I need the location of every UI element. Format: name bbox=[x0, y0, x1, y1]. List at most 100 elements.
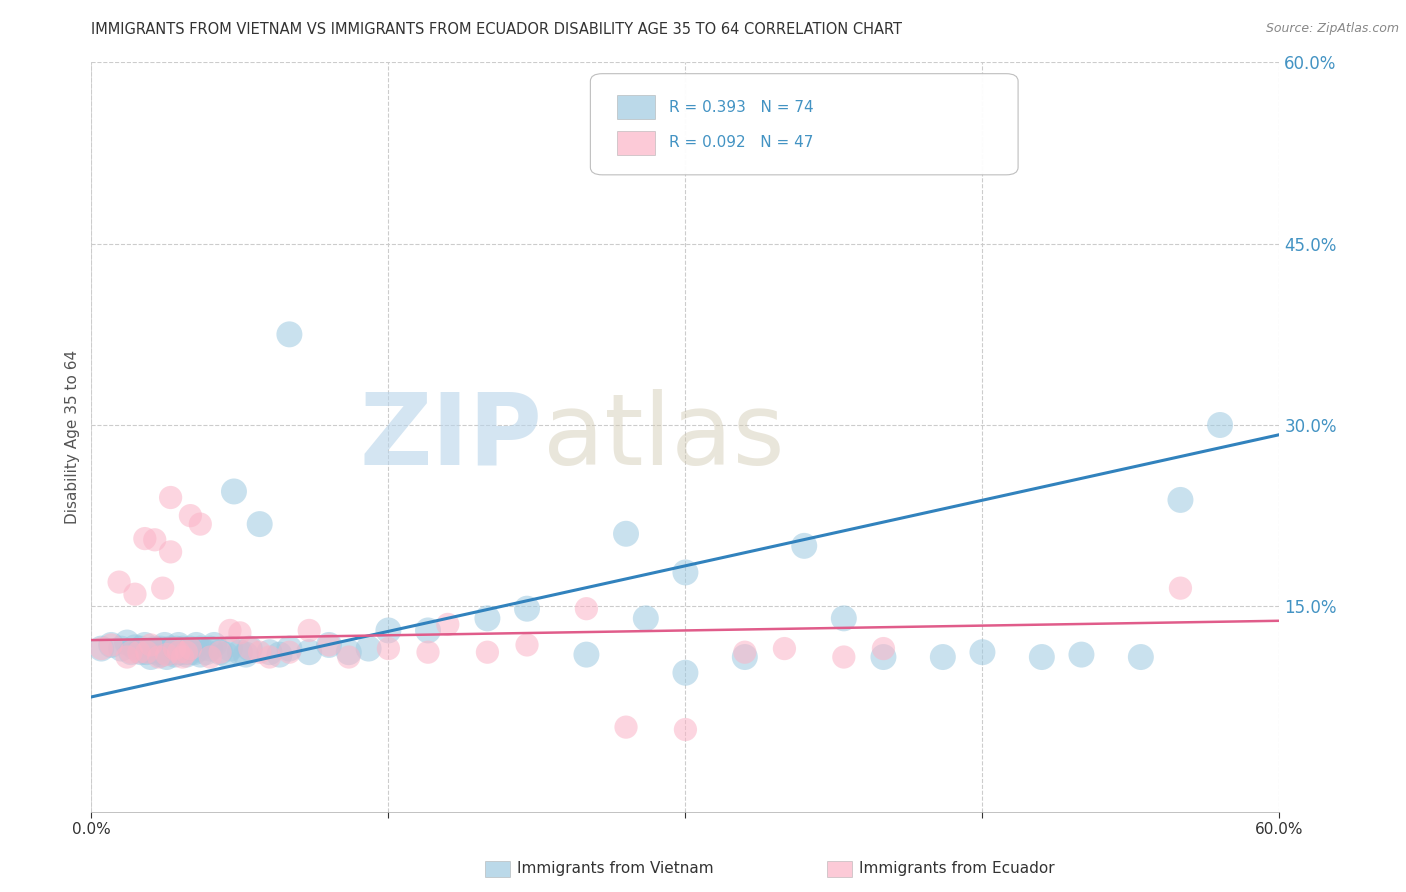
Point bbox=[148, 650, 170, 665]
Point bbox=[129, 645, 152, 659]
Point bbox=[337, 650, 360, 665]
Point bbox=[477, 611, 499, 625]
Text: R = 0.092   N = 47: R = 0.092 N = 47 bbox=[669, 135, 813, 150]
Point bbox=[416, 624, 439, 638]
Point bbox=[167, 638, 190, 652]
Point bbox=[793, 539, 815, 553]
Point bbox=[149, 641, 172, 656]
Point bbox=[209, 645, 232, 659]
Point bbox=[128, 645, 150, 659]
Point bbox=[188, 641, 211, 656]
FancyBboxPatch shape bbox=[616, 130, 655, 154]
Text: R = 0.393   N = 74: R = 0.393 N = 74 bbox=[669, 100, 814, 115]
Point bbox=[239, 641, 262, 656]
Point bbox=[235, 648, 257, 662]
Point bbox=[173, 645, 195, 659]
Point bbox=[188, 517, 211, 532]
Text: Immigrants from Vietnam: Immigrants from Vietnam bbox=[517, 862, 714, 876]
Point bbox=[932, 650, 955, 665]
Point bbox=[734, 645, 756, 659]
Point bbox=[278, 645, 301, 659]
Point bbox=[134, 532, 156, 546]
Point bbox=[229, 645, 252, 659]
Point bbox=[872, 641, 894, 656]
Text: Immigrants from Ecuador: Immigrants from Ecuador bbox=[859, 862, 1054, 876]
Point bbox=[269, 648, 291, 662]
Y-axis label: Disability Age 35 to 64: Disability Age 35 to 64 bbox=[65, 350, 80, 524]
Point bbox=[357, 641, 380, 656]
Point bbox=[139, 644, 162, 658]
Point bbox=[278, 327, 301, 342]
Point bbox=[298, 645, 321, 659]
Point bbox=[90, 641, 112, 656]
Point bbox=[516, 638, 538, 652]
Point bbox=[436, 617, 458, 632]
Point bbox=[120, 645, 142, 659]
Point bbox=[209, 645, 232, 659]
Point bbox=[832, 611, 855, 625]
Point bbox=[179, 508, 201, 523]
Point bbox=[872, 650, 894, 665]
Point bbox=[377, 641, 399, 656]
Point bbox=[249, 645, 271, 659]
Point bbox=[673, 566, 696, 580]
Text: ZIP: ZIP bbox=[360, 389, 543, 485]
Point bbox=[152, 645, 174, 659]
Point bbox=[124, 587, 146, 601]
Point bbox=[153, 638, 176, 652]
Point bbox=[337, 645, 360, 659]
Point bbox=[298, 624, 321, 638]
Point bbox=[416, 645, 439, 659]
Point bbox=[159, 491, 181, 505]
FancyBboxPatch shape bbox=[616, 95, 655, 120]
Point bbox=[1129, 650, 1152, 665]
Point bbox=[120, 645, 142, 659]
Point bbox=[1209, 417, 1232, 432]
Point bbox=[169, 645, 191, 659]
Point bbox=[152, 581, 174, 595]
Point bbox=[1031, 650, 1053, 665]
Point bbox=[110, 641, 132, 656]
Point bbox=[673, 723, 696, 737]
Point bbox=[143, 641, 166, 656]
Point bbox=[134, 638, 156, 652]
Point bbox=[156, 650, 179, 665]
Text: atlas: atlas bbox=[543, 389, 785, 485]
Point bbox=[179, 645, 201, 659]
Point bbox=[183, 645, 205, 659]
Point bbox=[614, 526, 637, 541]
Point bbox=[167, 645, 190, 659]
Point bbox=[108, 575, 131, 590]
Point bbox=[1170, 492, 1192, 507]
Point bbox=[163, 641, 186, 656]
Point bbox=[832, 650, 855, 665]
Point bbox=[734, 650, 756, 665]
Point bbox=[124, 640, 146, 655]
Point bbox=[1070, 648, 1092, 662]
Point bbox=[614, 720, 637, 734]
Text: IMMIGRANTS FROM VIETNAM VS IMMIGRANTS FROM ECUADOR DISABILITY AGE 35 TO 64 CORRE: IMMIGRANTS FROM VIETNAM VS IMMIGRANTS FR… bbox=[91, 22, 903, 37]
Point bbox=[166, 641, 188, 656]
Point bbox=[229, 625, 252, 640]
Point bbox=[156, 648, 179, 662]
Point bbox=[773, 641, 796, 656]
Point bbox=[149, 648, 172, 662]
Point bbox=[200, 650, 222, 665]
Point bbox=[159, 545, 181, 559]
Point bbox=[972, 645, 994, 659]
Point bbox=[575, 648, 598, 662]
Point bbox=[278, 641, 301, 656]
Point bbox=[145, 645, 167, 659]
Point bbox=[135, 645, 157, 659]
Point bbox=[259, 650, 281, 665]
Point bbox=[159, 645, 181, 659]
Point bbox=[115, 635, 138, 649]
Point bbox=[176, 645, 198, 659]
Point bbox=[90, 641, 112, 656]
Point bbox=[219, 641, 242, 656]
Point bbox=[139, 638, 162, 652]
Point bbox=[200, 641, 222, 656]
Point bbox=[162, 645, 184, 659]
Point bbox=[179, 641, 201, 656]
Point bbox=[259, 645, 281, 659]
